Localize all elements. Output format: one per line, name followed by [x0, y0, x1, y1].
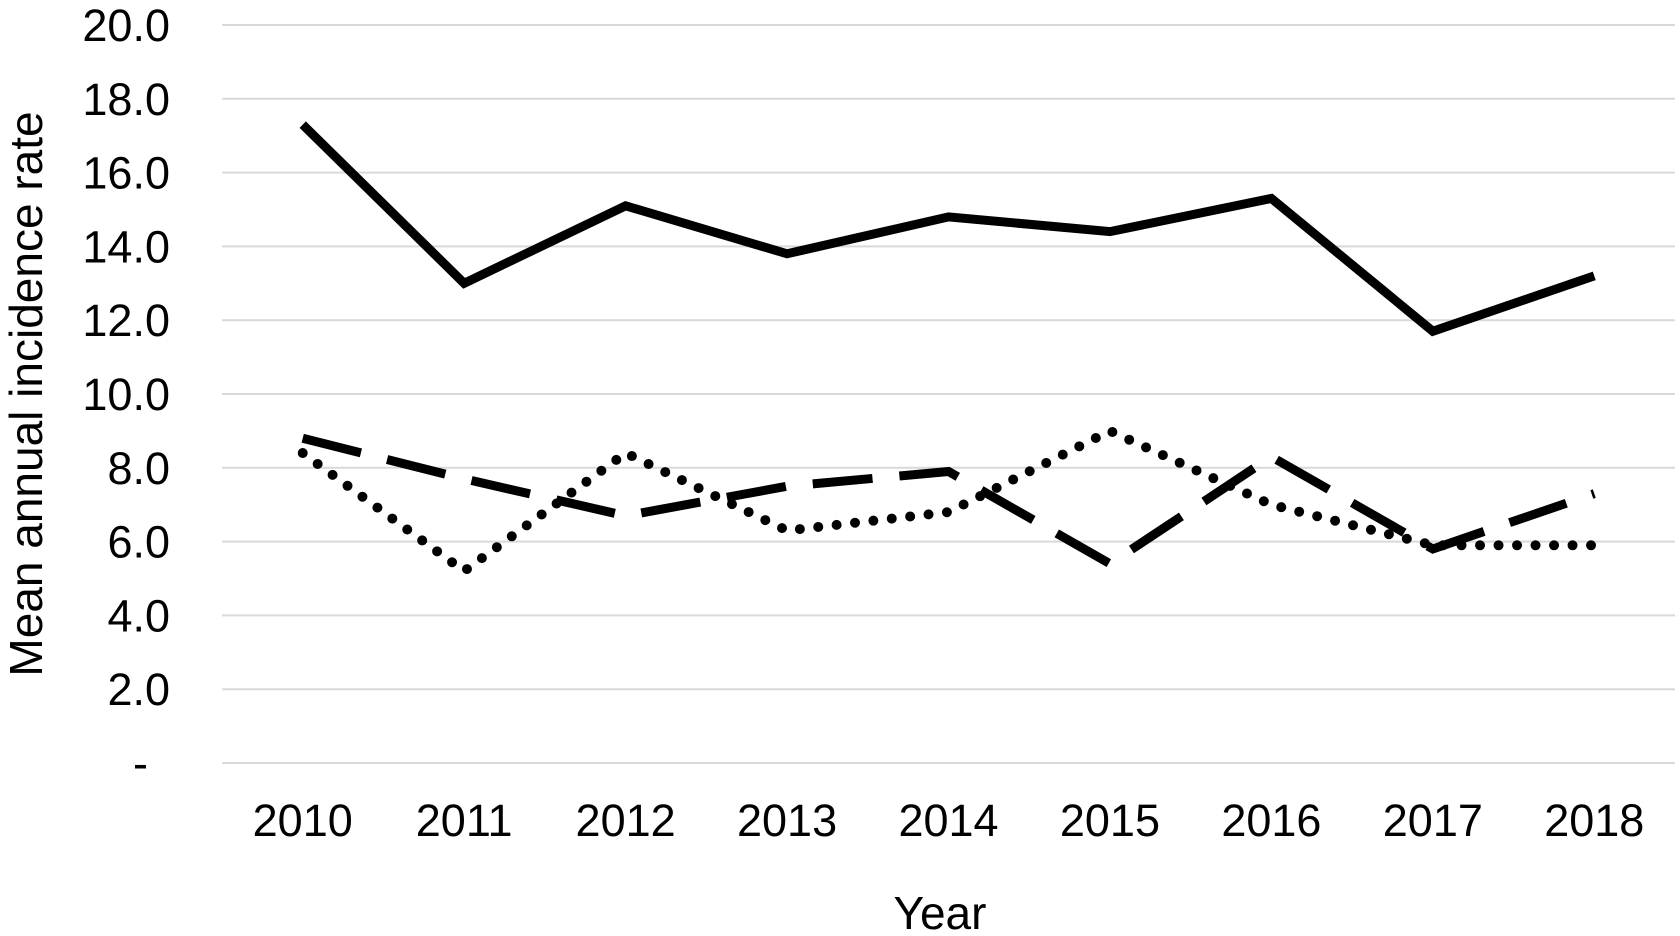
x-tick-label: 2016 [1221, 795, 1321, 846]
series-line-dashed [301, 433, 1596, 570]
x-tick-label: 2015 [1060, 795, 1160, 846]
x-tick-label: 2017 [1383, 795, 1483, 846]
data-series [297, 121, 1600, 577]
y-tick-label: - [133, 738, 148, 789]
y-tick-label: 16.0 [82, 148, 170, 199]
y-tick-label: 14.0 [82, 221, 170, 272]
x-tick-label: 2018 [1544, 795, 1644, 846]
x-tick-label: 2011 [416, 795, 513, 846]
y-axis-title: Mean annual incidence rate [0, 111, 52, 676]
y-tick-label: 8.0 [107, 443, 170, 494]
y-tick-label: 6.0 [107, 517, 170, 568]
y-tick-label: 12.0 [82, 295, 170, 346]
y-axis-tick-labels: 20.0 18.0 16.0 14.0 12.0 10.0 8.0 6.0 4.0 2.0 - [82, 0, 170, 789]
x-tick-label: 2012 [576, 795, 676, 846]
series-line-dotted [297, 425, 1600, 577]
y-tick-label: 2.0 [107, 664, 170, 715]
x-tick-label: 2010 [253, 795, 353, 846]
y-tick-label: 10.0 [82, 369, 170, 420]
x-axis-title: Year [894, 887, 987, 936]
x-axis-tick-labels: 2010 2011 2012 2013 2014 2015 2016 2017 2018 [253, 795, 1645, 846]
x-tick-label: 2014 [898, 795, 998, 846]
x-tick-label: 2013 [737, 795, 837, 846]
y-tick-label: 18.0 [82, 74, 170, 125]
y-tick-label: 4.0 [107, 590, 170, 641]
gridlines [222, 24, 1675, 764]
y-tick-label: 20.0 [82, 0, 170, 51]
series-line-solid [299, 121, 1596, 337]
